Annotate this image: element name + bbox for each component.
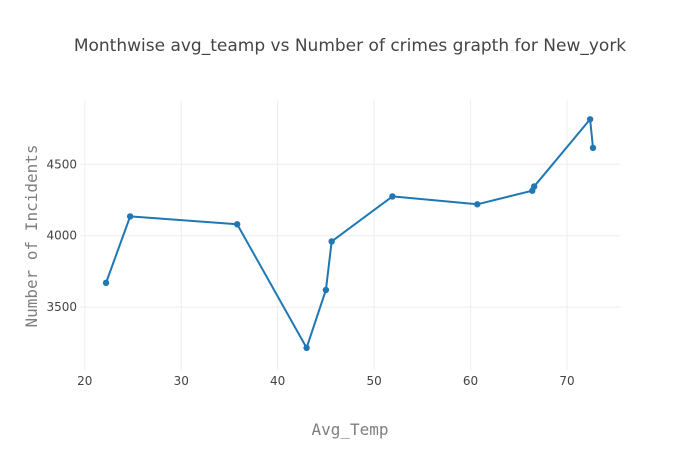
data-point[interactable] (389, 193, 396, 200)
y-axis-ticks: 3500 4000 4500 (46, 157, 77, 314)
y-axis-title: Number of Incidents (22, 144, 41, 327)
data-point[interactable] (303, 344, 310, 352)
chart-title: Monthwise avg_teamp vs Number of crimes … (74, 36, 626, 56)
data-point[interactable] (586, 116, 594, 123)
data-point[interactable] (328, 238, 335, 245)
data-point[interactable] (126, 213, 134, 220)
x-axis-ticks: 20 30 40 50 60 70 (77, 374, 574, 388)
x-axis-title: Avg_Temp (311, 420, 388, 439)
series-line (105, 118, 594, 349)
data-point[interactable] (589, 144, 597, 152)
x-tick-label: 40 (270, 374, 285, 388)
data-point[interactable] (102, 279, 110, 287)
y-tick-label: 4000 (46, 229, 77, 243)
x-tick-label: 50 (366, 374, 381, 388)
x-tick-label: 60 (463, 374, 478, 388)
data-point[interactable] (530, 183, 538, 190)
data-point[interactable] (322, 286, 330, 294)
x-tick-label: 70 (559, 374, 574, 388)
x-tick-label: 30 (174, 374, 189, 388)
y-tick-label: 4500 (46, 157, 77, 171)
data-point[interactable] (474, 201, 481, 208)
y-tick-label: 3500 (46, 300, 77, 314)
series-layer (102, 116, 597, 352)
x-tick-label: 20 (77, 374, 92, 388)
data-point[interactable] (233, 221, 241, 228)
grid (80, 100, 620, 370)
